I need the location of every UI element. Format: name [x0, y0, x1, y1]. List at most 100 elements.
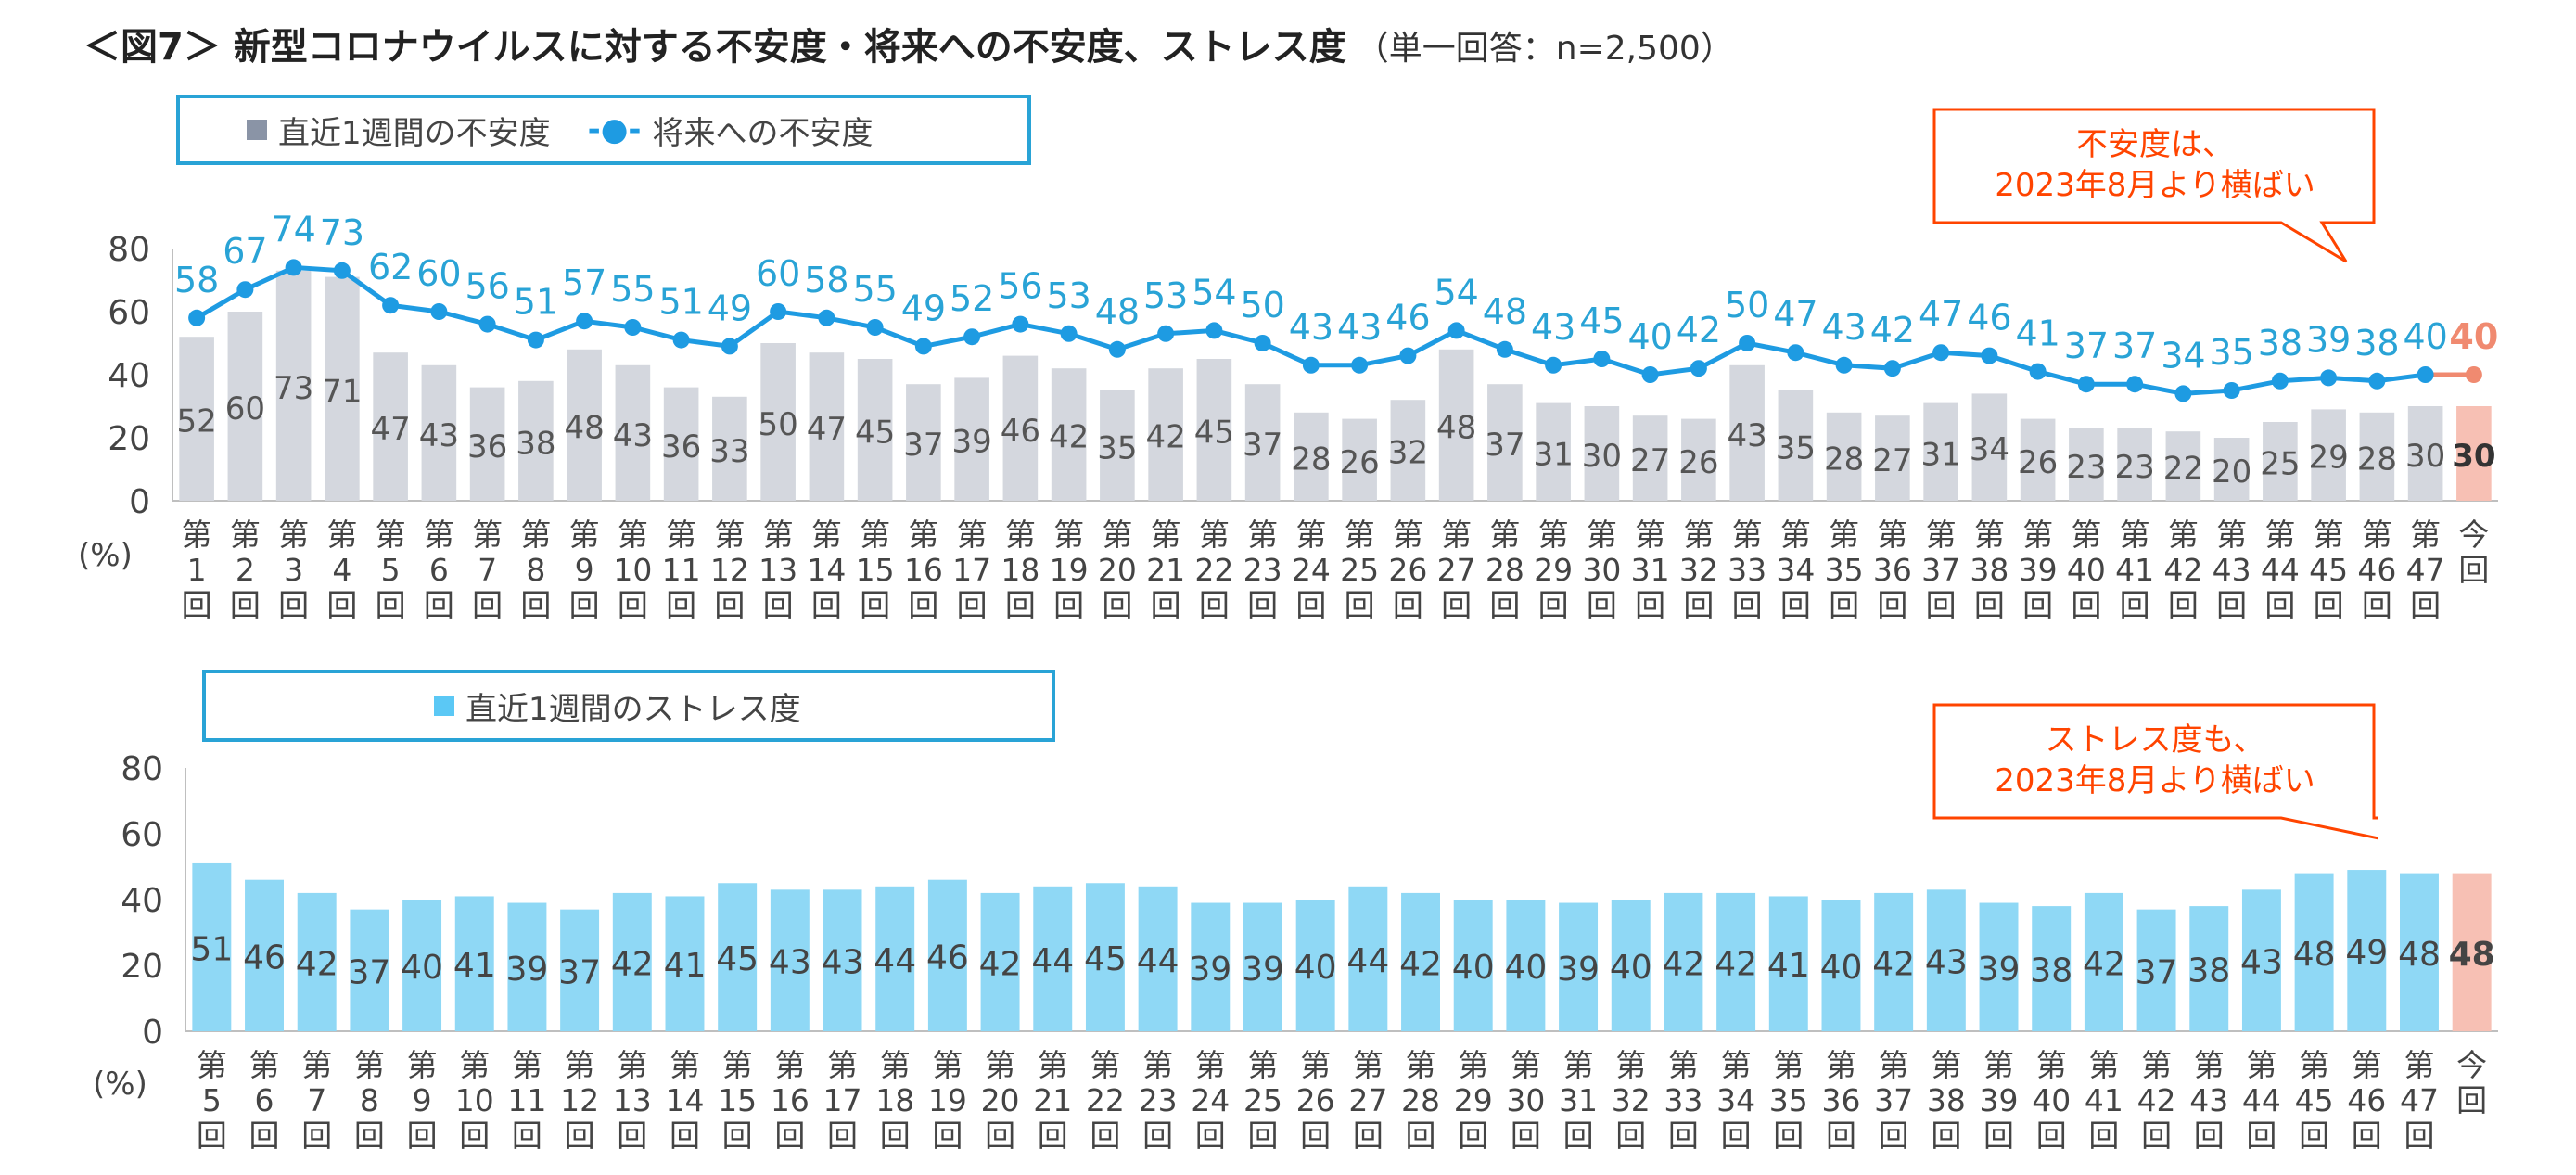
c1-bar-label: 26 — [2018, 444, 2058, 481]
c2-x-tick-part: 9 — [413, 1082, 432, 1118]
c1-x-tick-part: 回 — [2264, 587, 2295, 623]
c1-line-point — [963, 328, 981, 346]
c1-line-label: 47 — [1919, 294, 1963, 335]
c1-line-label: 37 — [2064, 326, 2109, 366]
c2-y-tick: 0 — [142, 1014, 163, 1052]
c1-x-tick-part: 第 — [569, 517, 600, 553]
callout-anxiety-box — [1932, 108, 2376, 263]
c2-bar — [2347, 870, 2387, 1031]
callout-anxiety: 不安度は、 2023年8月より横ばい — [1932, 108, 2378, 263]
c2-x-tick: 第 15 回 — [718, 1047, 757, 1154]
c2-x-tick-part: 第 — [670, 1047, 700, 1083]
c1-bar — [1826, 412, 1862, 501]
c1-x-tick-part: 第 — [2022, 517, 2053, 553]
c1-bar-label: 37 — [903, 427, 943, 464]
c1-x-tick: 第 34 回 — [1776, 517, 1815, 623]
legend-stress-label: 直近1週間のストレス度 — [465, 690, 801, 728]
c1-x-tick-part: 9 — [575, 552, 594, 588]
c1-line-point — [1787, 344, 1804, 362]
c2-x-tick: 第 20 回 — [981, 1047, 1020, 1154]
c2-x-tick-part: 第 — [827, 1047, 858, 1083]
c2-bar-label: 40 — [401, 949, 443, 987]
c1-line-point — [1739, 335, 1756, 351]
c1-x-tick-part: 回 — [2216, 587, 2247, 623]
c2-x-tick: 第 22 回 — [1086, 1047, 1125, 1154]
c1-x-tick: 第 37 回 — [1921, 517, 1960, 623]
c1-line-point — [2029, 363, 2047, 380]
c1-x-tick: 第 39 回 — [2019, 517, 2058, 623]
c1-bar — [275, 270, 312, 501]
c1-line-point — [1399, 347, 1417, 364]
c1-x-tick-part: 第 — [2264, 517, 2295, 553]
legend-line-icon: -●- — [587, 111, 642, 148]
c1-x-tick-part: 第 — [1102, 517, 1132, 553]
c2-bar — [1453, 900, 1493, 1031]
c1-x-tick: 第 10 回 — [613, 517, 652, 623]
c2-x-tick-part: 第 — [2246, 1047, 2276, 1083]
callout-stress-box — [1932, 703, 2378, 840]
c1-x-tick-part: 回 — [376, 587, 406, 623]
c1-line-point — [576, 313, 593, 330]
c1-x-tick: 第 36 回 — [1873, 517, 1912, 623]
c2-x-tick: 第 34 回 — [1716, 1047, 1755, 1154]
c1-bar-label: 23 — [2066, 449, 2106, 486]
c1-line-point — [1351, 356, 1369, 374]
c1-bar — [1778, 390, 1814, 501]
c1-line-point — [624, 319, 642, 336]
c1-line-label: 35 — [2209, 332, 2253, 373]
c1-x-tick-part: 第 — [1877, 517, 1907, 553]
c1-line-point — [2077, 376, 2095, 393]
c2-bar-label: 44 — [1346, 942, 1389, 980]
c2-x-tick-part: 第 — [2141, 1047, 2172, 1083]
c2-x-tick: 第 25 回 — [1243, 1047, 1282, 1154]
c1-x-tick-part: 第 — [811, 517, 842, 553]
c2-x-tick-part: 第 — [2036, 1047, 2067, 1083]
c1-x-tick-part: 第 — [424, 517, 454, 553]
c1-bar — [1342, 418, 1377, 501]
c1-bar — [2456, 406, 2492, 501]
c2-bar-label: 40 — [1820, 949, 1863, 987]
c2-x-tick-part: 第 — [774, 1047, 805, 1083]
c1-bar — [2165, 431, 2201, 501]
c2-x-tick-part: 35 — [1769, 1082, 1808, 1118]
c2-x-tick: 第 30 回 — [1506, 1047, 1545, 1154]
c2-x-tick-part: 37 — [1874, 1082, 1913, 1118]
c1-x-tick: 第 32 回 — [1679, 517, 1718, 623]
c2-bar-label: 41 — [1767, 947, 1810, 985]
c1-bar-label: 27 — [1872, 442, 1912, 479]
c2-bar-label: 39 — [506, 951, 549, 989]
c1-x-tick-part: 回 — [569, 587, 600, 623]
c1-x-tick-part: 39 — [2019, 552, 2058, 588]
c1-line-point — [285, 259, 302, 276]
c1-bar-label: 27 — [1630, 442, 1670, 479]
c1-x-tick-part: 回 — [2022, 587, 2053, 623]
c1-bar-label: 36 — [467, 428, 507, 466]
c1-bar-label: 71 — [322, 373, 362, 410]
c2-bar-label: 45 — [716, 940, 759, 978]
c1-line-label: 52 — [950, 278, 994, 319]
c2-bar-label: 41 — [664, 947, 707, 985]
c2-x-tick-part: 回 — [1931, 1118, 1961, 1154]
c1-x-tick-part: 回 — [2168, 587, 2199, 623]
c2-x-tick: 第 40 回 — [2032, 1047, 2071, 1154]
c2-bar — [2189, 906, 2229, 1031]
c2-x-tick-part: 40 — [2032, 1082, 2071, 1118]
c1-bar — [1390, 400, 1426, 501]
c2-bar-label: 39 — [1189, 951, 1231, 989]
title-sub: （単一回答：n=2,500） — [1355, 30, 1734, 68]
c1-bar-label: 20 — [2212, 453, 2251, 491]
legend-bar-label: 直近1週間の不安度 — [278, 114, 551, 152]
c2-bar — [1611, 900, 1651, 1031]
c2-x-tick-part: 11 — [507, 1082, 546, 1118]
c2-x-tick-part: 第 — [512, 1047, 542, 1083]
c2-x-tick: 第 38 回 — [1927, 1047, 1966, 1154]
c1-x-tick-part: 第 — [1053, 517, 1084, 553]
c1-x-tick-part: 第 — [278, 517, 309, 553]
c1-line-label: 38 — [2258, 323, 2302, 364]
legend-anxiety: 直近1週間の不安度 -●- 将来への不安度 — [176, 95, 1031, 165]
c1-line-point — [2320, 369, 2338, 387]
c2-x-tick: 第 42 回 — [2137, 1047, 2176, 1154]
